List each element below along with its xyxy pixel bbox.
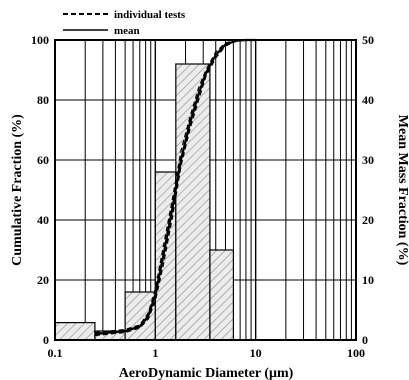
histogram-bar: [209, 249, 235, 341]
right-y-tick-label: 40: [362, 93, 374, 107]
right-y-tick-label: 20: [362, 213, 374, 227]
left-y-axis-label: Cumulative Fraction (%): [10, 114, 25, 266]
legend-label-mean: mean: [114, 25, 140, 37]
left-y-tick-label: 60: [37, 153, 49, 167]
x-tick-label: 10: [250, 346, 262, 360]
x-tick-label: 100: [347, 346, 365, 360]
histogram-bar: [124, 291, 156, 341]
x-tick-label: 1: [152, 346, 158, 360]
legend: individual tests mean: [63, 9, 186, 37]
histogram-bar: [54, 322, 96, 341]
left-y-tick-label: 80: [37, 93, 49, 107]
plot-frame: [54, 39, 357, 341]
histogram-bars: [54, 63, 235, 341]
left-y-tick-label: 20: [37, 273, 49, 287]
individual-test-line: [94, 39, 296, 337]
left-y-tick-label: 0: [43, 333, 49, 347]
right-y-axis-label: Mean Mass Fraction (%): [395, 115, 409, 266]
left-y-tick-label: 100: [31, 33, 49, 47]
legend-label-individual-tests: individual tests: [114, 9, 186, 21]
left-y-tick-label: 40: [37, 213, 49, 227]
cumulative-lines: [94, 38, 296, 337]
right-y-tick-label: 0: [362, 333, 368, 347]
x-axis-label: AeroDynamic Diameter (μm): [119, 366, 294, 380]
mean-line: [94, 38, 256, 336]
right-y-tick-label: 10: [362, 273, 374, 287]
right-y-tick-label: 30: [362, 153, 374, 167]
individual-test-line: [94, 39, 256, 334]
right-y-tick-label: 50: [362, 33, 374, 47]
x-tick-label: 0.1: [48, 346, 63, 360]
